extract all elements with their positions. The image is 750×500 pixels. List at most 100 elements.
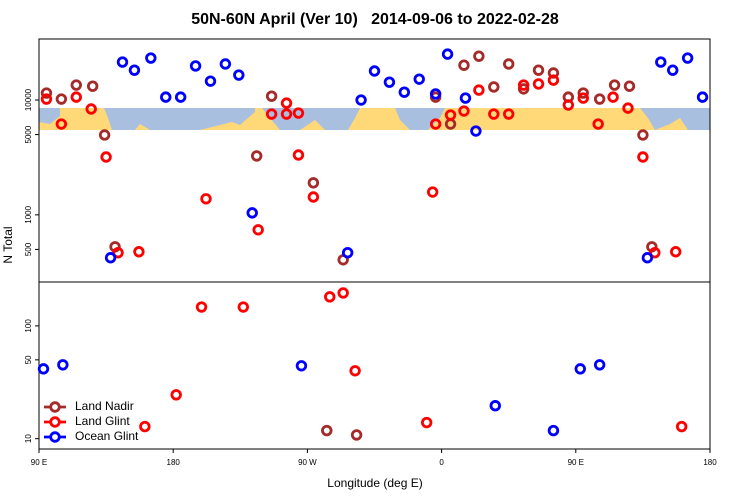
y-axis-label: N Total	[1, 226, 15, 263]
point	[429, 118, 442, 130]
point	[622, 102, 634, 114]
point	[100, 151, 112, 163]
point	[426, 186, 439, 198]
point	[667, 64, 679, 76]
point	[70, 79, 82, 91]
point	[655, 56, 667, 68]
point	[562, 99, 575, 111]
point	[280, 97, 293, 109]
point	[204, 75, 217, 87]
point	[350, 429, 363, 441]
point	[592, 118, 604, 130]
point	[189, 60, 202, 72]
point	[517, 83, 530, 95]
point	[488, 108, 500, 120]
x-axis-label: Longitude (deg E)	[327, 476, 422, 490]
point	[470, 125, 482, 137]
point	[292, 149, 305, 161]
point	[324, 291, 336, 303]
y-tick-label: 10	[24, 434, 33, 443]
y-tick-label: 5000	[24, 125, 33, 143]
point	[307, 191, 320, 203]
point	[517, 79, 530, 91]
point	[98, 129, 111, 141]
point	[670, 246, 682, 258]
x-tick-label: 90 W	[298, 458, 317, 467]
point	[675, 420, 688, 433]
point	[458, 59, 470, 71]
point	[295, 360, 308, 372]
point	[40, 93, 53, 105]
point	[383, 76, 396, 88]
point	[420, 416, 433, 429]
point	[681, 52, 694, 64]
point	[252, 224, 264, 236]
point	[368, 65, 381, 77]
point	[70, 91, 82, 103]
point	[593, 93, 606, 105]
point	[637, 129, 649, 141]
point	[251, 150, 263, 162]
point	[503, 108, 515, 120]
point	[607, 91, 619, 103]
point	[547, 67, 560, 79]
panel-frame	[38, 281, 711, 450]
point	[174, 91, 187, 103]
point	[547, 424, 560, 437]
point	[532, 64, 545, 76]
point	[112, 246, 124, 259]
legend-label: Ocean Glint	[75, 429, 139, 443]
y-tick-label: 500	[24, 242, 33, 256]
x-tick-label: 0	[439, 458, 444, 467]
point	[623, 80, 636, 92]
point	[195, 301, 208, 313]
point	[488, 81, 500, 93]
point	[532, 78, 545, 90]
point	[429, 88, 442, 100]
chart-title: 50N-60N April (Ver 10) 2014-09-06 to 202…	[191, 11, 559, 28]
point	[503, 58, 515, 70]
point	[55, 118, 68, 130]
y-tick-label: 50	[24, 355, 33, 364]
legend-marker	[49, 401, 61, 413]
point	[307, 177, 320, 189]
point	[473, 50, 485, 62]
point	[145, 52, 157, 64]
point	[237, 301, 249, 313]
point	[85, 103, 97, 115]
point	[593, 359, 606, 371]
point	[104, 252, 117, 264]
point	[547, 74, 560, 86]
point	[246, 207, 258, 219]
point	[577, 92, 589, 104]
point	[280, 108, 293, 120]
point	[489, 400, 501, 412]
ocean	[104, 108, 255, 130]
point	[574, 363, 586, 375]
point	[292, 107, 305, 119]
point	[86, 80, 99, 92]
point	[637, 151, 649, 163]
ocean	[262, 108, 360, 130]
point	[413, 73, 425, 85]
point	[608, 79, 621, 91]
point	[355, 94, 367, 106]
y-tick-label: 1000	[24, 205, 33, 223]
y-tick-label: 100	[24, 319, 33, 333]
point	[337, 287, 349, 299]
point	[57, 359, 69, 371]
legend-marker	[49, 416, 61, 428]
point	[696, 91, 709, 103]
point	[321, 424, 333, 437]
point	[116, 56, 129, 68]
point	[649, 246, 661, 259]
point	[55, 93, 68, 105]
legend-marker	[49, 431, 61, 443]
point	[441, 48, 454, 60]
point	[37, 363, 50, 375]
point	[444, 109, 457, 121]
point	[641, 252, 654, 264]
legend-label: Land Nadir	[75, 399, 134, 413]
point	[170, 389, 182, 401]
